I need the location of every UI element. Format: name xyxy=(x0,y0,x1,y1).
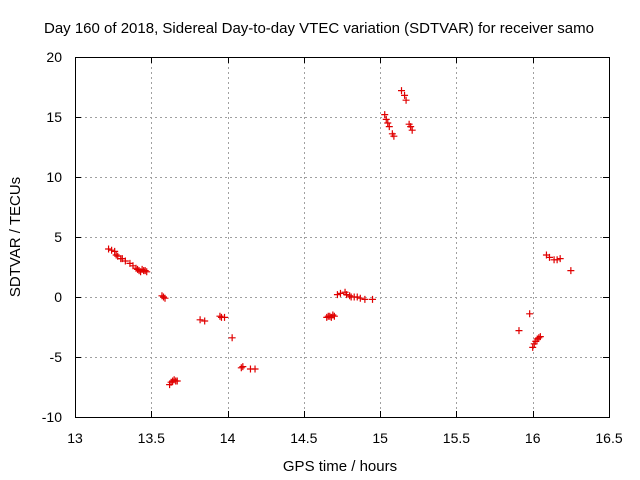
data-point xyxy=(330,312,338,320)
data-point xyxy=(336,289,344,297)
data-point xyxy=(138,265,146,273)
data-point xyxy=(111,247,119,255)
data-point xyxy=(567,267,575,275)
data-point xyxy=(385,123,393,131)
x-tick-label: 14.5 xyxy=(290,430,317,446)
data-point xyxy=(329,311,337,319)
x-tick-label: 14 xyxy=(220,430,236,446)
x-tick-label: 15 xyxy=(372,430,388,446)
data-point xyxy=(346,292,354,300)
y-tick-label: -5 xyxy=(50,349,63,365)
data-point xyxy=(529,343,537,351)
x-tick-labels: 13 13.5 14 14.5 15 15.5 16 16.5 xyxy=(67,430,623,446)
x-tick-label: 16.5 xyxy=(595,430,622,446)
data-points xyxy=(105,87,575,389)
y-axis-label: SDTVAR / TECUs xyxy=(7,177,24,297)
data-point xyxy=(361,295,369,303)
data-point xyxy=(239,363,247,371)
data-point xyxy=(556,255,564,263)
grid xyxy=(75,57,609,417)
data-point xyxy=(159,293,167,301)
x-tick-label: 13 xyxy=(67,430,83,446)
data-point xyxy=(201,317,209,325)
y-tick-label: 15 xyxy=(46,109,62,125)
data-point xyxy=(353,293,361,301)
x-tick-label: 13.5 xyxy=(138,430,165,446)
data-point xyxy=(382,115,390,123)
data-point xyxy=(112,251,120,259)
data-point xyxy=(333,291,341,299)
data-point xyxy=(170,376,178,384)
data-point xyxy=(343,291,351,299)
data-point xyxy=(237,364,245,372)
data-point xyxy=(553,256,561,264)
data-point xyxy=(143,268,151,276)
data-point xyxy=(407,123,415,131)
plot-frame xyxy=(75,57,610,418)
chart-title: Day 160 of 2018, Sidereal Day-to-day VTE… xyxy=(44,20,594,37)
data-point xyxy=(515,327,523,335)
y-tick-labels: -10 -5 0 5 10 15 20 xyxy=(42,49,62,425)
data-point xyxy=(369,295,377,303)
x-tick-label: 15.5 xyxy=(443,430,470,446)
data-point xyxy=(173,377,181,385)
data-point xyxy=(251,365,259,373)
y-tick-label: 5 xyxy=(54,229,62,245)
data-point xyxy=(121,257,129,265)
data-point xyxy=(221,313,229,321)
x-axis-label: GPS time / hours xyxy=(283,458,397,475)
data-point xyxy=(141,267,149,275)
data-point xyxy=(408,126,416,134)
data-point xyxy=(390,132,398,140)
data-point xyxy=(381,111,389,119)
x-tick-label: 16 xyxy=(525,430,541,446)
y-tick-label: 10 xyxy=(46,169,62,185)
data-point xyxy=(105,245,113,253)
data-point xyxy=(228,334,236,342)
data-point xyxy=(536,333,544,341)
data-point xyxy=(108,246,116,254)
data-point xyxy=(196,316,204,324)
data-point xyxy=(161,294,169,302)
data-point xyxy=(356,294,364,302)
data-point xyxy=(398,87,406,95)
data-point xyxy=(526,310,534,318)
data-point xyxy=(545,253,553,261)
data-point xyxy=(401,91,409,99)
data-point xyxy=(216,312,224,320)
data-point xyxy=(535,334,543,342)
y-tick-label: -10 xyxy=(42,409,62,425)
y-tick-label: 20 xyxy=(46,49,62,65)
data-point xyxy=(384,119,392,127)
data-point xyxy=(402,96,410,104)
y-tick-label: 0 xyxy=(54,289,62,305)
